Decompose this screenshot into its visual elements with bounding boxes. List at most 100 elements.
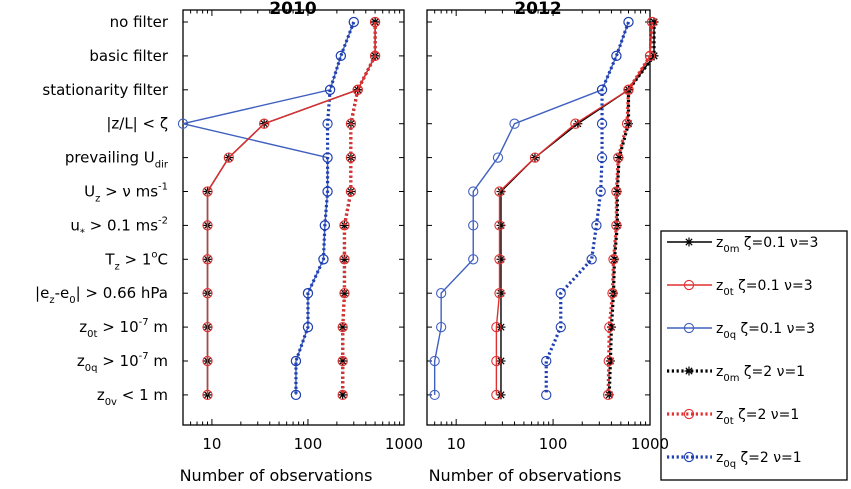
y-label-7-part: T <box>104 250 115 268</box>
series-line-0 <box>206 22 376 395</box>
y-label-1: basic filter <box>89 47 168 65</box>
x-tick-label: 1000 <box>385 435 423 453</box>
point-1-4 <box>223 152 234 163</box>
series-line-2 <box>182 21 355 395</box>
point-3-7-stroke <box>340 255 349 263</box>
legend-label-1-part: 0t <box>723 287 733 298</box>
point-3-11-stroke <box>339 391 347 399</box>
panel-2010-series <box>177 16 381 401</box>
point-4-10 <box>337 355 348 367</box>
point-1-6 <box>494 220 505 231</box>
point-4-1 <box>369 50 381 62</box>
point-4-8 <box>339 288 350 299</box>
y-label-8-part: z <box>49 295 54 306</box>
point-1-7 <box>494 254 505 265</box>
y-label-11-part: z <box>97 386 105 404</box>
y-label-9: z0t > 10-7 m <box>79 317 168 340</box>
panel-2012: 2012 10 100 1000 Number of observations <box>426 0 669 485</box>
x-tick-label: 100 <box>539 435 568 453</box>
point-1-9 <box>491 321 502 333</box>
y-label-11-part: 0v <box>105 397 117 408</box>
point-2-4 <box>492 152 504 163</box>
legend-label-3: z0m ζ=2 ν=1 <box>716 364 805 384</box>
point-4-7 <box>608 254 619 265</box>
y-label-8-part: | > 0.66 hPa <box>76 284 168 302</box>
point-3-10-stroke <box>339 357 347 365</box>
point-3-6-stroke <box>340 221 349 230</box>
point-4-2 <box>623 84 634 95</box>
y-label-7-part: C <box>158 250 168 268</box>
y-label-2: stationarity filter <box>42 81 168 99</box>
point-4-8 <box>607 288 618 299</box>
y-label-0-part: no filter <box>110 13 169 31</box>
y-label-5-part: -1 <box>158 182 168 193</box>
x-tick-label: 1000 <box>631 435 669 453</box>
point-4-3 <box>345 118 357 129</box>
point-5-5 <box>595 186 606 197</box>
y-label-8: |ez-e0| > 0.66 hPa <box>35 284 168 306</box>
point-4-6 <box>339 220 350 231</box>
legend-label-4-part: 0t <box>723 416 733 427</box>
point-2-8 <box>436 288 447 299</box>
legend-label-0-part: 0m <box>723 244 739 255</box>
legend-marker-0-stroke <box>685 238 693 246</box>
legend-label-3-part: 0m <box>723 373 739 384</box>
series-line-4 <box>606 21 654 395</box>
point-2-5 <box>468 186 479 197</box>
series-line-0 <box>500 22 655 395</box>
y-label-4-part: dir <box>155 160 169 171</box>
legend-label-4-part: z <box>716 407 723 423</box>
point-1-5 <box>494 186 505 197</box>
y-label-10: z0q > 10-7 m <box>77 351 168 374</box>
legend-label-5-part: 0q <box>723 459 736 470</box>
y-label-6-part: * <box>80 227 85 238</box>
point-4-1 <box>644 50 656 62</box>
legend-marker-1 <box>683 279 695 291</box>
y-label-6-part: > 0.1 ms <box>85 216 158 234</box>
point-3-3-stroke <box>624 120 633 128</box>
y-label-9-part: m <box>149 318 168 336</box>
point-5-0 <box>623 16 634 28</box>
y-label-1-part: basic filter <box>89 47 168 65</box>
point-4-9 <box>604 321 615 333</box>
point-5-5 <box>322 186 333 197</box>
x-tick-label: 10 <box>202 435 221 453</box>
legend-marker-3-stroke <box>685 367 693 375</box>
point-5-10 <box>290 355 302 367</box>
y-label-9-part: z <box>79 318 87 336</box>
point-4-4 <box>613 152 624 163</box>
series-line-4 <box>341 22 377 395</box>
legend-label-2-part: z <box>716 321 723 337</box>
y-label-10-part: m <box>149 352 168 370</box>
y-label-6-part: u <box>70 216 80 234</box>
x-tick-label: 100 <box>294 435 323 453</box>
panel-2012-xlabel: Number of observations <box>429 466 622 485</box>
point-5-8 <box>302 288 314 299</box>
y-label-5: Uz > ν ms-1 <box>84 182 168 205</box>
y-label-9-part: -7 <box>139 317 149 328</box>
point-2-9 <box>436 321 447 333</box>
point-2-7 <box>468 254 479 265</box>
y-label-10-part: 0q <box>85 363 98 374</box>
series-line-3 <box>341 22 377 395</box>
point-1-3 <box>259 118 270 129</box>
point-5-8 <box>555 288 566 299</box>
point-4-3 <box>621 118 633 129</box>
x-tick-label: 10 <box>447 435 466 453</box>
point-2-10 <box>429 355 440 367</box>
point-4-6 <box>611 220 622 231</box>
y-label-7-part: z <box>114 261 119 272</box>
point-4-0 <box>646 16 658 28</box>
y-label-10-part: z <box>77 352 85 370</box>
panel-2010-xaxis: 10 100 1000 <box>182 10 423 453</box>
point-4-7 <box>339 254 350 265</box>
legend-label-2-part: 0q <box>723 330 736 341</box>
point-4-11 <box>603 389 614 401</box>
y-label-7-part: o <box>151 249 157 260</box>
point-2-3 <box>509 118 520 129</box>
point-1-8 <box>494 288 505 299</box>
point-4-4 <box>345 152 357 163</box>
point-1-8 <box>202 288 213 299</box>
y-label-11: z0v < 1 m <box>97 386 168 408</box>
